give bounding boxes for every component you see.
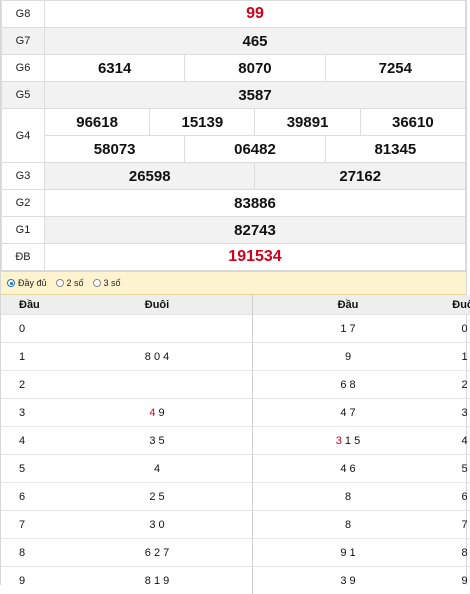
prize-label: G6 <box>2 55 45 82</box>
prize-value: 3587 <box>45 82 466 109</box>
prize-row-g6: G6 6314 8070 7254 <box>2 55 466 82</box>
prize-row-db: ĐB 191534 <box>2 244 466 271</box>
prize-value: 99 <box>45 1 466 28</box>
radio-icon <box>93 279 101 287</box>
prize-label: G2 <box>2 190 45 217</box>
prize-table: G8 99 G7 465 G6 6314 8070 7254 G5 3587 G… <box>1 0 466 271</box>
loto-header: Đầu Đuôi Đầu Đuôi <box>1 295 470 315</box>
radio-icon <box>56 279 64 287</box>
header-dau: Đầu <box>1 295 62 315</box>
prize-value: 191534 <box>45 244 466 271</box>
prize-value: 82743 <box>45 217 466 244</box>
prize-value: 06482 <box>185 136 325 163</box>
radio-3-digits[interactable]: 3 số <box>93 278 121 288</box>
prize-label: G7 <box>2 28 45 55</box>
prize-value: 58073 <box>45 136 185 163</box>
prize-value: 39891 <box>255 109 360 136</box>
prize-row-g3: G3 26598 27162 <box>2 163 466 190</box>
header-duoi-2: Đuôi <box>443 295 470 315</box>
display-mode-bar: Đầy đủ 2 số 3 số <box>1 271 466 295</box>
prize-row-g7: G7 465 <box>2 28 466 55</box>
prize-value: 26598 <box>45 163 255 190</box>
prize-value: 6314 <box>45 55 185 82</box>
prize-label: G8 <box>2 1 45 28</box>
prize-value: 15139 <box>150 109 255 136</box>
prize-row-g5: G5 3587 <box>2 82 466 109</box>
prize-label: G3 <box>2 163 45 190</box>
prize-label: G1 <box>2 217 45 244</box>
loto-table: Đầu Đuôi Đầu Đuôi 01 70 18 0 491 26 82 3… <box>1 295 470 594</box>
lottery-result-panel: G8 99 G7 465 G6 6314 8070 7254 G5 3587 G… <box>0 0 467 585</box>
prize-row-g2: G2 83886 <box>2 190 466 217</box>
prize-row-g1: G1 82743 <box>2 217 466 244</box>
prize-value: 81345 <box>325 136 465 163</box>
prize-label: G5 <box>2 82 45 109</box>
prize-row-g4: G4 96618 15139 39891 36610 <box>2 109 466 136</box>
radio-full[interactable]: Đầy đủ <box>7 278 47 288</box>
prize-value: 8070 <box>185 55 325 82</box>
prize-value: 7254 <box>325 55 465 82</box>
prize-label: G4 <box>2 109 45 163</box>
prize-value: 465 <box>45 28 466 55</box>
prize-value: 83886 <box>45 190 466 217</box>
prize-value: 27162 <box>255 163 466 190</box>
prize-value: 36610 <box>360 109 465 136</box>
radio-selected-icon <box>7 279 15 287</box>
prize-value: 96618 <box>45 109 150 136</box>
prize-row-g4-2: 58073 06482 81345 <box>2 136 466 163</box>
header-dau-2: Đầu <box>253 295 444 315</box>
header-duoi: Đuôi <box>62 295 253 315</box>
radio-2-digits[interactable]: 2 số <box>56 278 84 288</box>
prize-label: ĐB <box>2 244 45 271</box>
prize-row-g8: G8 99 <box>2 1 466 28</box>
